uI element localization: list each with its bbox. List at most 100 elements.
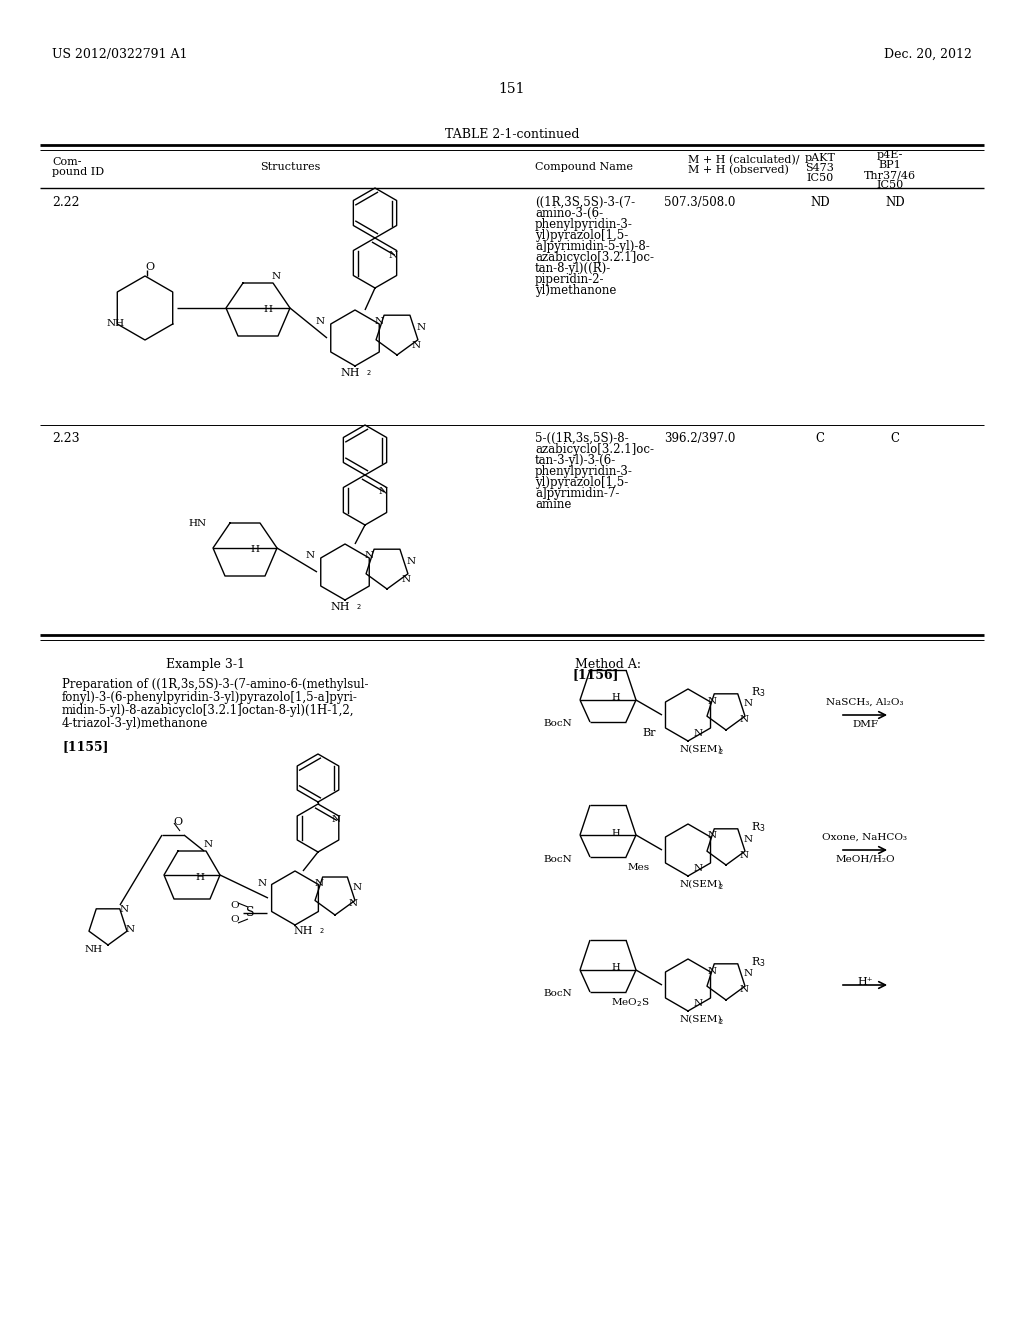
- Text: N(SEM): N(SEM): [680, 1015, 723, 1024]
- Text: pound ID: pound ID: [52, 168, 104, 177]
- Text: 396.2/397.0: 396.2/397.0: [665, 432, 735, 445]
- Text: IC50: IC50: [806, 173, 834, 183]
- Text: N: N: [744, 834, 753, 843]
- Text: N: N: [407, 557, 416, 566]
- Text: yl)methanone: yl)methanone: [535, 284, 616, 297]
- Text: R$_3$: R$_3$: [751, 820, 766, 834]
- Text: C: C: [815, 432, 824, 445]
- Text: N: N: [708, 697, 717, 705]
- Text: N: N: [353, 883, 362, 892]
- Text: N: N: [744, 700, 753, 709]
- Text: H: H: [611, 693, 620, 702]
- Text: N: N: [693, 729, 702, 738]
- Text: H: H: [195, 873, 204, 882]
- Text: amine: amine: [535, 498, 571, 511]
- Text: Br: Br: [642, 729, 656, 738]
- Text: amino-3-(6-: amino-3-(6-: [535, 207, 603, 220]
- Text: N: N: [708, 832, 717, 841]
- Text: pAKT: pAKT: [805, 153, 836, 162]
- Text: $_2$: $_2$: [718, 882, 724, 891]
- Text: N: N: [332, 816, 341, 825]
- Text: 5-((1R,3s,5S)-8-: 5-((1R,3s,5S)-8-: [535, 432, 629, 445]
- Text: midin-5-yl)-8-azabicyclo[3.2.1]octan-8-yl)(1H-1,2,: midin-5-yl)-8-azabicyclo[3.2.1]octan-8-y…: [62, 704, 354, 717]
- Text: 2.22: 2.22: [52, 195, 80, 209]
- Text: N: N: [365, 552, 374, 561]
- Text: Structures: Structures: [260, 162, 321, 172]
- Text: N(SEM): N(SEM): [680, 880, 723, 888]
- Text: N: N: [272, 272, 282, 281]
- Text: $_2$: $_2$: [718, 1016, 724, 1027]
- Text: tan-3-yl)-3-(6-: tan-3-yl)-3-(6-: [535, 454, 616, 467]
- Text: Thr37/46: Thr37/46: [864, 170, 916, 180]
- Text: S473: S473: [806, 162, 835, 173]
- Text: N: N: [708, 966, 717, 975]
- Text: azabicyclo[3.2.1]oc-: azabicyclo[3.2.1]oc-: [535, 444, 654, 455]
- Text: DMF: DMF: [852, 719, 878, 729]
- Text: MeO$_2$S: MeO$_2$S: [611, 997, 650, 1010]
- Text: Compound Name: Compound Name: [535, 162, 633, 172]
- Text: R$_3$: R$_3$: [751, 685, 766, 698]
- Text: NH: NH: [340, 368, 359, 378]
- Text: N: N: [315, 879, 325, 887]
- Text: 507.3/508.0: 507.3/508.0: [665, 195, 735, 209]
- Text: N: N: [315, 318, 325, 326]
- Text: N: N: [379, 487, 388, 496]
- Text: 2.23: 2.23: [52, 432, 80, 445]
- Text: yl)pyrazolo[1,5-: yl)pyrazolo[1,5-: [535, 477, 629, 488]
- Text: O: O: [173, 817, 182, 828]
- Text: N: N: [417, 323, 426, 333]
- Text: N(SEM): N(SEM): [680, 744, 723, 754]
- Text: H: H: [611, 829, 620, 837]
- Text: N: N: [693, 999, 702, 1008]
- Text: R$_3$: R$_3$: [751, 956, 766, 969]
- Text: Example 3-1: Example 3-1: [166, 657, 245, 671]
- Text: BocN: BocN: [544, 854, 572, 863]
- Text: N: N: [258, 879, 267, 887]
- Text: N: N: [306, 552, 315, 561]
- Text: H: H: [611, 964, 620, 973]
- Text: phenylpyridin-3-: phenylpyridin-3-: [535, 465, 633, 478]
- Text: N: N: [375, 318, 384, 326]
- Text: a]pyrimidin-5-yl)-8-: a]pyrimidin-5-yl)-8-: [535, 240, 650, 253]
- Text: N: N: [120, 906, 129, 915]
- Text: a]pyrimidin-7-: a]pyrimidin-7-: [535, 487, 620, 500]
- Text: 4-triazol-3-yl)methanone: 4-triazol-3-yl)methanone: [62, 717, 208, 730]
- Text: N: N: [349, 899, 358, 908]
- Text: O: O: [230, 916, 239, 924]
- Text: NH: NH: [331, 602, 350, 612]
- Text: O: O: [145, 261, 155, 272]
- Text: BocN: BocN: [544, 719, 572, 729]
- Text: BocN: BocN: [544, 990, 572, 998]
- Text: TABLE 2-1-continued: TABLE 2-1-continued: [444, 128, 580, 141]
- Text: NH: NH: [293, 927, 312, 936]
- Text: C: C: [891, 432, 899, 445]
- Text: ((1R,3S,5S)-3-(7-: ((1R,3S,5S)-3-(7-: [535, 195, 635, 209]
- Text: N: N: [412, 341, 421, 350]
- Text: Mes: Mes: [628, 863, 650, 873]
- Text: N: N: [740, 715, 750, 725]
- Text: $_2$: $_2$: [356, 602, 361, 611]
- Text: tan-8-yl)((R)-: tan-8-yl)((R)-: [535, 261, 611, 275]
- Text: N: N: [204, 840, 213, 849]
- Text: $_2$: $_2$: [366, 368, 372, 378]
- Text: $_2$: $_2$: [319, 927, 325, 936]
- Text: NH: NH: [106, 318, 125, 327]
- Text: N: N: [389, 251, 398, 260]
- Text: Method A:: Method A:: [575, 657, 641, 671]
- Text: M + H (calculated)/: M + H (calculated)/: [688, 154, 800, 165]
- Text: fonyl)-3-(6-phenylpyridin-3-yl)pyrazolo[1,5-a]pyri-: fonyl)-3-(6-phenylpyridin-3-yl)pyrazolo[…: [62, 690, 357, 704]
- Text: ND: ND: [810, 195, 829, 209]
- Text: 151: 151: [499, 82, 525, 96]
- Text: N: N: [740, 850, 750, 859]
- Text: phenylpyridin-3-: phenylpyridin-3-: [535, 218, 633, 231]
- Text: US 2012/0322791 A1: US 2012/0322791 A1: [52, 48, 187, 61]
- Text: NH: NH: [85, 945, 103, 954]
- Text: N: N: [740, 986, 750, 994]
- Text: ND: ND: [885, 195, 905, 209]
- Text: yl)pyrazolo[1,5-: yl)pyrazolo[1,5-: [535, 228, 629, 242]
- Text: $_2$: $_2$: [718, 747, 724, 756]
- Text: N: N: [402, 574, 411, 583]
- Text: M + H (observed): M + H (observed): [688, 165, 788, 176]
- Text: BP1: BP1: [879, 160, 901, 170]
- Text: NaSCH₃, Al₂O₃: NaSCH₃, Al₂O₃: [826, 698, 904, 708]
